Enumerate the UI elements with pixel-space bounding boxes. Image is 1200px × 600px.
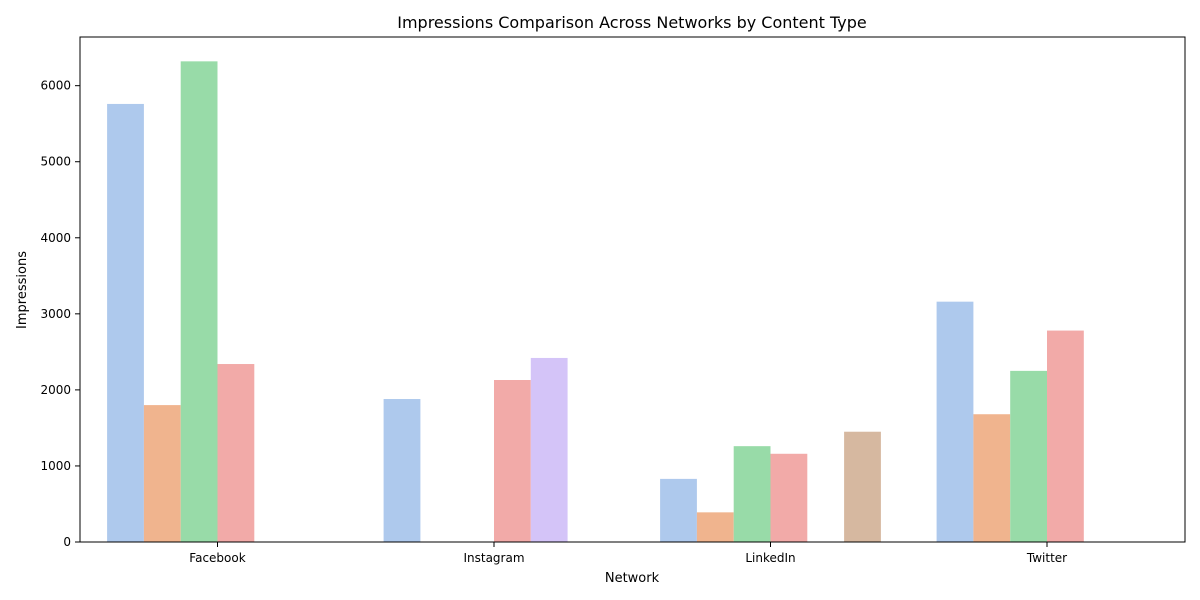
bar-linkedin-series-2 bbox=[696, 512, 734, 542]
x-tick-label-twitter: Twitter bbox=[1026, 551, 1067, 565]
x-tick-label-instagram: Instagram bbox=[463, 551, 524, 565]
bar-instagram-series-4 bbox=[494, 380, 531, 542]
bar-facebook-series-2 bbox=[143, 405, 181, 542]
x-axis: Facebook Instagram LinkedIn Twitter bbox=[189, 542, 1067, 565]
bar-twitter-series-3 bbox=[1010, 370, 1047, 542]
bar-instagram-series-1 bbox=[383, 399, 421, 542]
y-tick-label: 1000 bbox=[40, 459, 71, 473]
x-tick-label-facebook: Facebook bbox=[189, 551, 245, 565]
bar-facebook-series-3 bbox=[180, 61, 218, 543]
y-axis: 0 1000 2000 3000 4000 5000 6000 bbox=[40, 79, 80, 549]
bar-facebook-series-1 bbox=[107, 103, 144, 543]
y-tick-label: 4000 bbox=[40, 231, 71, 245]
bar-twitter-series-1 bbox=[936, 301, 974, 542]
bar-linkedin-series-3 bbox=[733, 446, 771, 542]
bar-linkedin-series-6 bbox=[844, 431, 881, 542]
bar-instagram-series-5 bbox=[530, 357, 568, 542]
bar-facebook-series-4 bbox=[217, 364, 255, 542]
x-axis-title: Network bbox=[605, 571, 660, 586]
y-tick-label: 6000 bbox=[40, 79, 71, 93]
plot-frame bbox=[79, 36, 1186, 543]
chart-title: Impressions Comparison Across Networks b… bbox=[397, 13, 867, 32]
y-tick-label: 2000 bbox=[40, 383, 71, 397]
bar-twitter-series-4 bbox=[1047, 330, 1084, 542]
y-tick-label: 5000 bbox=[40, 155, 71, 169]
bar-twitter-series-2 bbox=[973, 414, 1011, 542]
plot-area bbox=[107, 61, 1084, 543]
y-axis-title: Impressions bbox=[15, 251, 30, 329]
x-tick-label-linkedin: LinkedIn bbox=[745, 551, 795, 565]
y-tick-label: 0 bbox=[63, 535, 71, 549]
y-tick-label: 3000 bbox=[40, 307, 71, 321]
bar-linkedin-series-4 bbox=[770, 453, 808, 542]
bar-linkedin-series-1 bbox=[660, 478, 697, 543]
